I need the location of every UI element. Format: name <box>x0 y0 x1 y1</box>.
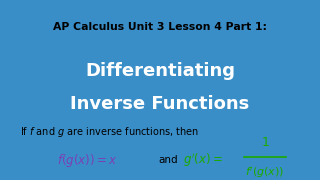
Text: If $f$ and $g$ are inverse functions, then: If $f$ and $g$ are inverse functions, th… <box>20 125 199 139</box>
Text: Inverse Functions: Inverse Functions <box>70 95 250 113</box>
Text: $f(g(x)) = x$: $f(g(x)) = x$ <box>57 152 117 169</box>
Text: $1$: $1$ <box>260 136 269 149</box>
Text: AP Calculus Unit 3 Lesson 4 Part 1:: AP Calculus Unit 3 Lesson 4 Part 1: <box>53 22 267 32</box>
Text: $f'(g(x))$: $f'(g(x))$ <box>245 165 284 180</box>
Text: and: and <box>158 155 178 165</box>
Text: Differentiating: Differentiating <box>85 62 235 80</box>
Text: $g'(x) =$: $g'(x) =$ <box>183 151 222 169</box>
